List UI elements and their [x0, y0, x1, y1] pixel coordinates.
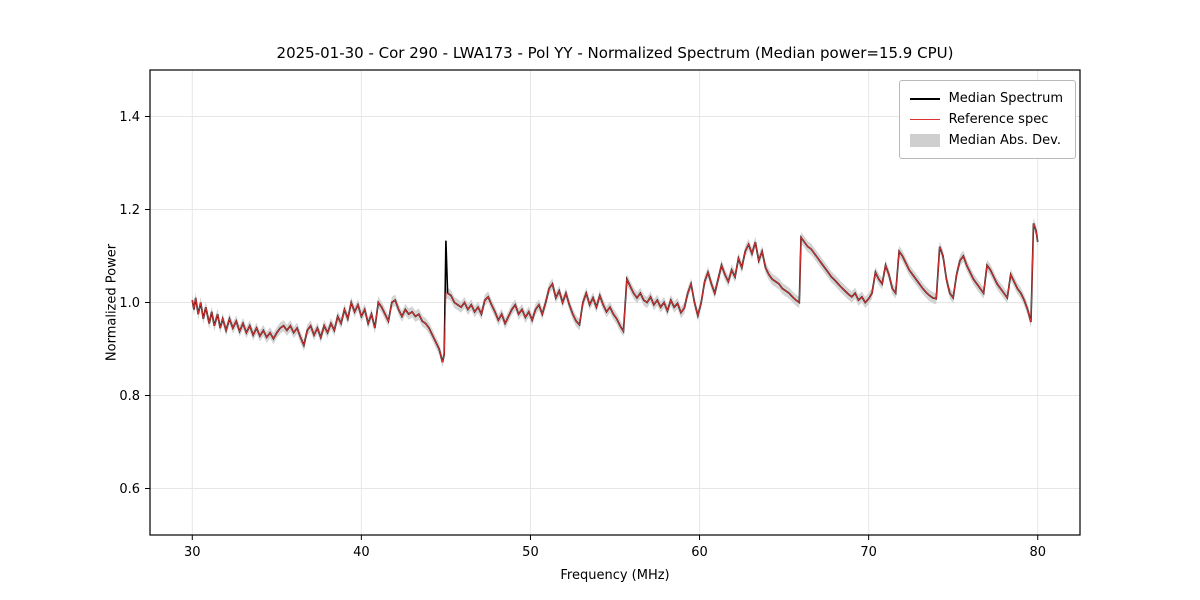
x-tick-label: 60 — [691, 545, 708, 560]
legend-label: Median Spectrum — [948, 91, 1063, 106]
x-axis-label: Frequency (MHz) — [560, 568, 670, 583]
x-tick-label: 30 — [184, 545, 201, 560]
x-tick-label: 40 — [353, 545, 370, 560]
legend-label: Reference spec — [948, 112, 1049, 127]
reference-spectrum-line — [191, 223, 1039, 363]
x-tick-label: 80 — [1029, 545, 1046, 560]
legend: Median Spectrum Reference spec Median Abs.… — [898, 80, 1076, 159]
y-axis-label: Normalized Power — [104, 243, 120, 362]
legend-item: Reference spec — [909, 109, 1063, 130]
x-tick-label: 50 — [522, 545, 539, 560]
y-tick-label: 1.0 — [119, 296, 140, 311]
y-tick-label: 0.8 — [119, 389, 140, 404]
legend-line-swatch — [909, 119, 940, 120]
y-tick-label: 1.4 — [119, 110, 140, 125]
legend-line-swatch — [909, 97, 940, 100]
median-spectrum-line — [191, 223, 1039, 363]
mad-band — [192, 217, 1038, 368]
legend-item: Median Spectrum — [909, 88, 1063, 109]
y-tick-label: 1.2 — [119, 203, 140, 218]
legend-item: Median Abs. Dev. — [909, 130, 1063, 151]
y-tick-label: 0.6 — [119, 482, 140, 497]
chart-title: 2025-01-30 - Cor 290 - LWA173 - Pol YY -… — [276, 44, 954, 62]
legend-band-swatch — [909, 134, 940, 147]
x-tick-label: 70 — [860, 545, 877, 560]
legend-label: Median Abs. Dev. — [948, 133, 1062, 148]
